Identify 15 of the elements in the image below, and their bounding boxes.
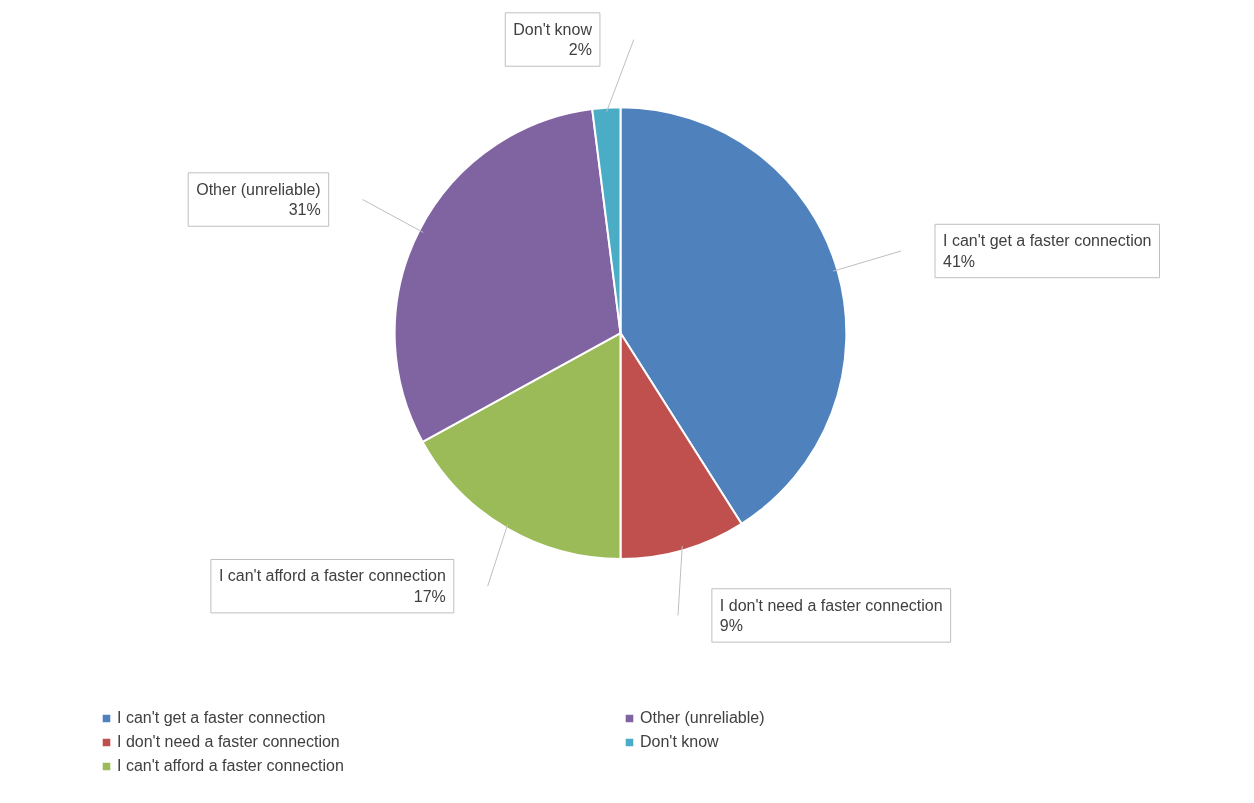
legend-label: I can't afford a faster connection [117, 757, 345, 775]
slice-label: I can't afford a faster connection [218, 567, 446, 585]
data-label: 17% [413, 587, 446, 605]
slice-label: I don't need a faster connection [719, 596, 943, 614]
data-label: 41% [943, 252, 976, 270]
slice-label: I can't get a faster connection [943, 232, 1152, 250]
legend-label: I can't get a faster connection [117, 709, 327, 727]
slice-label: Other (unreliable) [196, 180, 321, 198]
legend-label: Don't know [640, 733, 720, 751]
slice-label: Don't know [513, 20, 593, 38]
legend-label: Other (unreliable) [640, 709, 766, 727]
data-label: 2% [568, 41, 592, 59]
legend-label: I don't need a faster connection [117, 733, 341, 751]
data-label: 31% [288, 201, 321, 219]
data-label: 9% [719, 617, 743, 635]
